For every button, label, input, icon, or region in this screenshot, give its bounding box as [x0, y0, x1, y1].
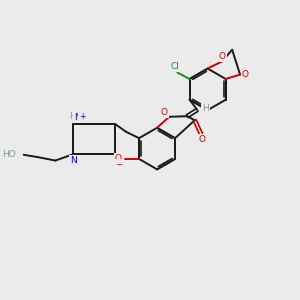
- Text: O: O: [198, 135, 205, 144]
- Text: O: O: [242, 70, 249, 79]
- Text: O: O: [115, 154, 122, 164]
- Text: O: O: [219, 52, 226, 61]
- Text: −: −: [115, 160, 122, 169]
- Text: +: +: [80, 112, 86, 121]
- Text: N: N: [74, 113, 80, 122]
- Text: HO: HO: [2, 150, 16, 159]
- Text: O: O: [160, 108, 167, 117]
- Text: H: H: [202, 104, 209, 113]
- Text: H: H: [69, 112, 76, 121]
- Text: N: N: [70, 156, 77, 165]
- Text: Cl: Cl: [171, 62, 180, 71]
